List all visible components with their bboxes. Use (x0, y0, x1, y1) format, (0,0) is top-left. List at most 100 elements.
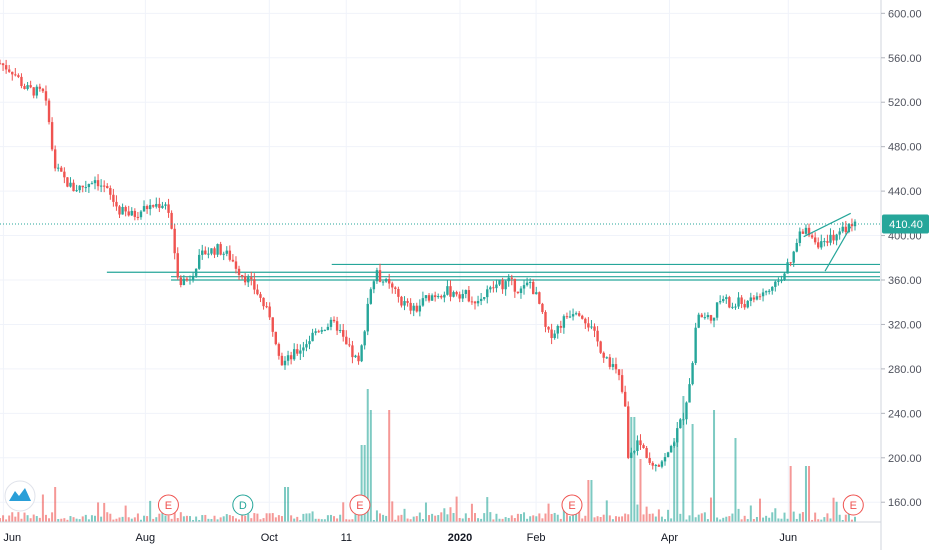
volume-bar (559, 518, 562, 522)
price-axis[interactable]: 600.00 560.00 520.00 480.00 440.00 400.00 360.… (880, 0, 932, 550)
price-tick-label: 600.00 (888, 8, 922, 20)
candle-body (155, 203, 158, 207)
volume-bar (716, 517, 719, 522)
volume-bar (483, 513, 486, 522)
volume-bar (54, 487, 57, 522)
volume-bar (26, 515, 29, 522)
candle-body (749, 297, 753, 301)
volume-bar (173, 507, 176, 522)
candle-body (323, 329, 327, 331)
candle-body (201, 250, 204, 255)
volume-bar (550, 513, 553, 522)
volume-bar (308, 513, 311, 522)
candle-body (11, 71, 14, 75)
volume-bar (179, 512, 182, 522)
volume-bar (219, 517, 222, 522)
candle-body (538, 292, 541, 304)
volume-bar (256, 513, 259, 522)
volume-bar (703, 512, 706, 522)
candle-body (522, 285, 526, 289)
candle-body (804, 227, 808, 234)
candle-body (691, 363, 694, 385)
candle-body (329, 319, 333, 327)
candle-body (807, 227, 811, 236)
volume-bar (814, 512, 817, 522)
candle-body (599, 341, 602, 353)
volume-bar (17, 512, 20, 522)
candle-body (240, 274, 244, 277)
candle-body (412, 305, 415, 311)
candle-body (106, 186, 109, 189)
price-tick-label: 560.00 (888, 53, 922, 65)
candle-body (7, 69, 11, 72)
candle-body (755, 296, 759, 300)
candle-body (99, 185, 103, 187)
earnings-marker-label: E (850, 500, 857, 512)
volume-bar (112, 519, 115, 522)
candle-body (752, 297, 756, 300)
candle-body (829, 234, 832, 243)
volume-bar (740, 519, 743, 522)
volume-bar (247, 513, 250, 522)
tradingview-logo[interactable] (4, 480, 36, 512)
volume-bar (342, 502, 345, 522)
candle-body (559, 325, 563, 328)
candle-body (813, 237, 817, 243)
candle-body (231, 259, 235, 262)
time-tick-label: 11 (341, 532, 352, 544)
candle-body (642, 445, 645, 449)
volume-bar (406, 518, 409, 522)
volume-bar (667, 509, 670, 522)
candle-body (274, 331, 278, 345)
candle-body (550, 329, 553, 339)
volume-bar (207, 518, 210, 522)
volume-bar (299, 519, 302, 522)
volume-bar (164, 515, 167, 522)
candle-body (584, 318, 587, 324)
volume-bar (535, 516, 538, 522)
candle-body (247, 277, 250, 283)
volume-bar (679, 513, 682, 522)
candle-body (697, 314, 700, 328)
volume-bar (691, 424, 694, 522)
volume-bar (48, 518, 51, 522)
volume-bar (185, 515, 188, 522)
candle-body (268, 306, 271, 318)
candle-body (283, 360, 287, 366)
candle-body (204, 250, 207, 255)
volume-bar (87, 519, 90, 522)
candle-body (381, 281, 385, 283)
candle-body (161, 205, 164, 208)
candle-body (430, 295, 434, 301)
candle-body (296, 349, 299, 354)
candle-body (715, 302, 719, 318)
price-tick-label: 520.00 (888, 97, 922, 109)
candle-body (213, 248, 216, 255)
candle-body (486, 289, 489, 298)
candle-body (228, 250, 232, 260)
volume-bar (789, 466, 792, 522)
volume-bar (431, 513, 434, 522)
volume-bar (532, 515, 535, 522)
volume-bar (403, 508, 406, 522)
candle-body (179, 277, 183, 285)
candle-body (780, 280, 783, 282)
volume-bar (109, 513, 112, 522)
volume-bar (57, 518, 60, 522)
volume-bar (737, 508, 740, 522)
volume-bar (428, 515, 431, 522)
candle-body (844, 226, 848, 233)
candle-body (847, 224, 851, 233)
volume-bar (854, 516, 856, 522)
candle-body (118, 206, 121, 215)
volume-bar (841, 519, 844, 522)
candle-body (90, 183, 94, 185)
candle-body (121, 207, 124, 215)
time-axis[interactable]: Jun Aug Oct 11 2020 Feb Apr Jun (0, 521, 881, 544)
candle-body (556, 325, 559, 334)
volume-bar (0, 518, 1, 522)
volume-bar (222, 516, 225, 522)
